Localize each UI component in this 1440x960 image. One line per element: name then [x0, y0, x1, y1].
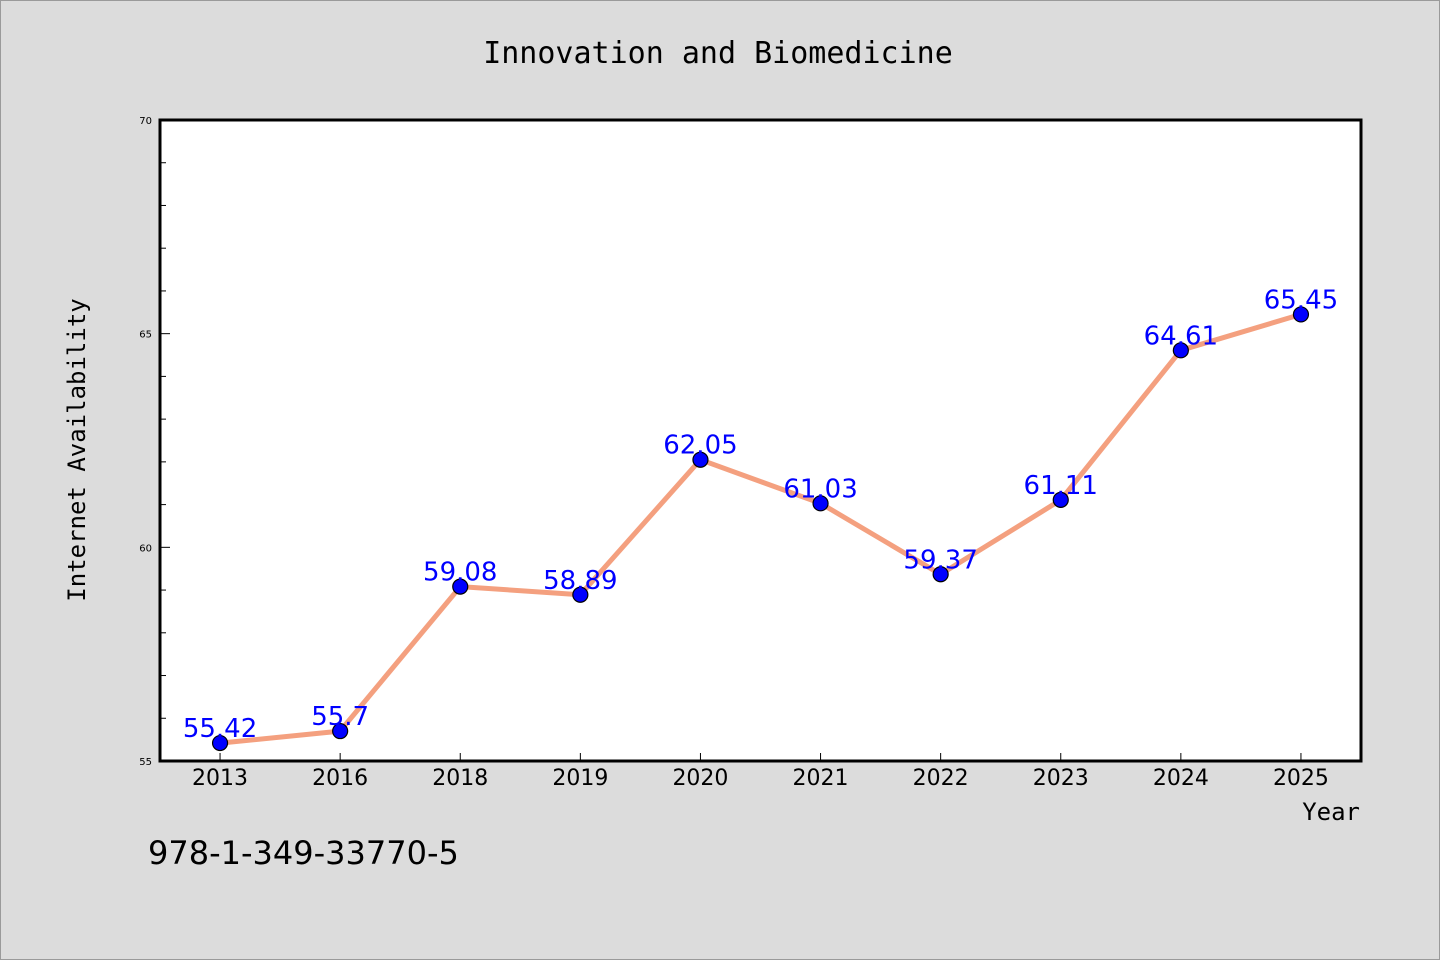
- footer-text: 978-1-349-33770-5: [148, 834, 459, 872]
- x-tick-label: 2025: [1273, 766, 1329, 791]
- chart-title: Innovation and Biomedicine: [483, 36, 953, 71]
- data-label: 55.42: [183, 714, 257, 744]
- x-tick-label: 2020: [672, 766, 728, 791]
- plot-area: [160, 120, 1361, 761]
- y-tick-label: 65: [139, 330, 152, 341]
- data-point: [812, 495, 829, 512]
- data-label: 55.7: [311, 702, 369, 732]
- data-point: [1052, 491, 1069, 508]
- data-label: 61.11: [1024, 471, 1098, 501]
- data-label: 61.03: [783, 474, 857, 504]
- x-tick-label: 2023: [1033, 766, 1089, 791]
- data-point: [211, 734, 229, 752]
- data-point: [932, 566, 949, 583]
- data-point: [1292, 306, 1310, 323]
- data-point: [572, 586, 589, 603]
- x-tick-label: 2016: [312, 766, 368, 791]
- data-label: 62.05: [663, 431, 737, 461]
- x-tick-label: 2019: [552, 766, 608, 791]
- data-markers: [211, 306, 1310, 752]
- data-label: 59.08: [423, 558, 497, 588]
- data-label: 59.37: [903, 545, 977, 575]
- plot-frame: [158, 118, 1363, 763]
- y-axis-label: Internet Availability: [63, 298, 91, 601]
- data-labels: 55.42 55.7 59.08 58.89 62.05 61.03 59.37 61.11 6…: [183, 285, 1338, 744]
- x-axis-label: Year: [1302, 798, 1360, 826]
- data-point: [1172, 342, 1189, 359]
- data-label: 64.61: [1144, 321, 1218, 351]
- x-tick-label: 2024: [1153, 766, 1209, 791]
- x-tick-label: 2021: [793, 766, 849, 791]
- data-label: 58.89: [543, 566, 617, 596]
- data-point: [692, 451, 709, 468]
- data-label: 65.45: [1264, 285, 1338, 315]
- y-tick-label: 55: [139, 757, 152, 768]
- x-tick-label: 2013: [192, 766, 248, 791]
- x-axis-ticks: 2013 2016 2018 2019 2020 2021 2022 2023 2024 2025: [192, 753, 1329, 791]
- x-tick-label: 2018: [432, 766, 488, 791]
- y-tick-label: 70: [139, 116, 152, 127]
- x-tick-label: 2022: [913, 766, 969, 791]
- data-point: [332, 722, 349, 740]
- data-point: [452, 578, 469, 595]
- series-line: [217, 311, 1304, 746]
- y-tick-label: 60: [139, 543, 152, 554]
